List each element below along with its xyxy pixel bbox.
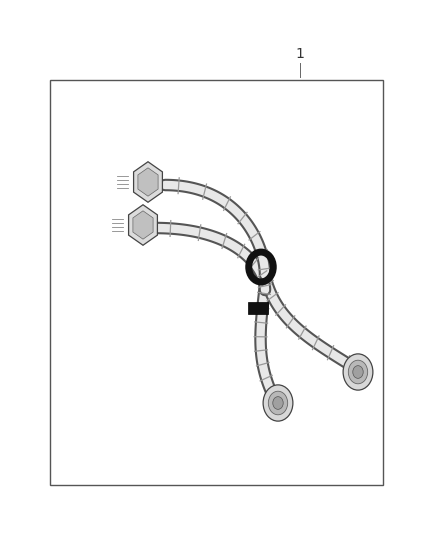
Bar — [50, 80, 383, 485]
Text: 1: 1 — [296, 47, 304, 61]
Bar — [248, 302, 268, 314]
Circle shape — [273, 397, 283, 409]
Circle shape — [268, 391, 288, 415]
Circle shape — [263, 385, 293, 421]
Circle shape — [343, 354, 373, 390]
Circle shape — [353, 366, 363, 378]
Circle shape — [348, 360, 367, 384]
